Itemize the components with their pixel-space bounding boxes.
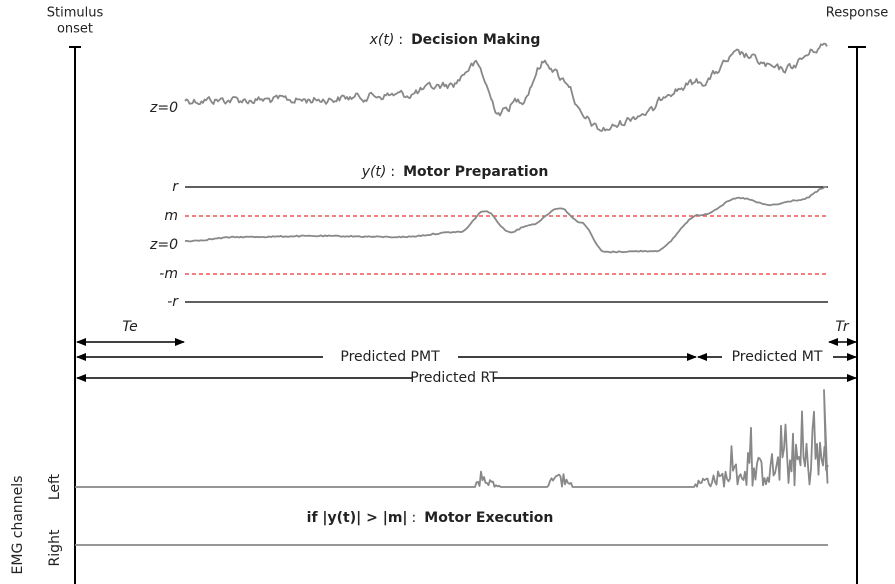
tr-label: Tr bbox=[835, 319, 849, 335]
motor-trace bbox=[184, 185, 828, 254]
title: Motor Preparation bbox=[403, 164, 548, 180]
motor-title: y(t): Motor Preparation bbox=[361, 164, 549, 180]
left-emg bbox=[75, 389, 829, 488]
execution-title: if |y(t)| > |m|: Motor Execution bbox=[307, 510, 554, 526]
var: y(t) bbox=[361, 164, 387, 180]
level-label: r bbox=[172, 179, 179, 195]
sep: : bbox=[390, 164, 395, 180]
level-label: m bbox=[164, 208, 178, 224]
response-label: Response bbox=[826, 6, 888, 21]
title: Decision Making bbox=[411, 32, 540, 48]
sep: : bbox=[412, 510, 417, 526]
title: Motor Execution bbox=[424, 510, 553, 526]
stimulus-label: onset bbox=[57, 22, 93, 37]
te-label: Te bbox=[122, 319, 137, 335]
baseline-label: z=0 bbox=[149, 100, 178, 116]
mt-label: Predicted MT bbox=[732, 349, 823, 365]
pmt-label: Predicted PMT bbox=[340, 349, 440, 365]
timing-arrows bbox=[76, 338, 857, 382]
level-label: -m bbox=[159, 266, 178, 282]
levels bbox=[185, 186, 828, 303]
right-label: Right bbox=[47, 529, 63, 566]
frame bbox=[69, 46, 866, 584]
decision-title: x(t): Decision Making bbox=[369, 32, 541, 48]
emg-axis-label: EMG channels bbox=[10, 476, 26, 575]
left-label: Left bbox=[47, 473, 63, 500]
decision-trace bbox=[184, 42, 828, 132]
var: x(t) bbox=[369, 32, 395, 48]
sep: : bbox=[398, 32, 403, 48]
rt-label: Predicted RT bbox=[410, 370, 498, 386]
level-label: -r bbox=[167, 294, 179, 310]
stimulus-label: Stimulus bbox=[47, 6, 104, 21]
condition: if |y(t)| > |m| bbox=[307, 510, 408, 526]
level-label: z=0 bbox=[149, 237, 178, 253]
